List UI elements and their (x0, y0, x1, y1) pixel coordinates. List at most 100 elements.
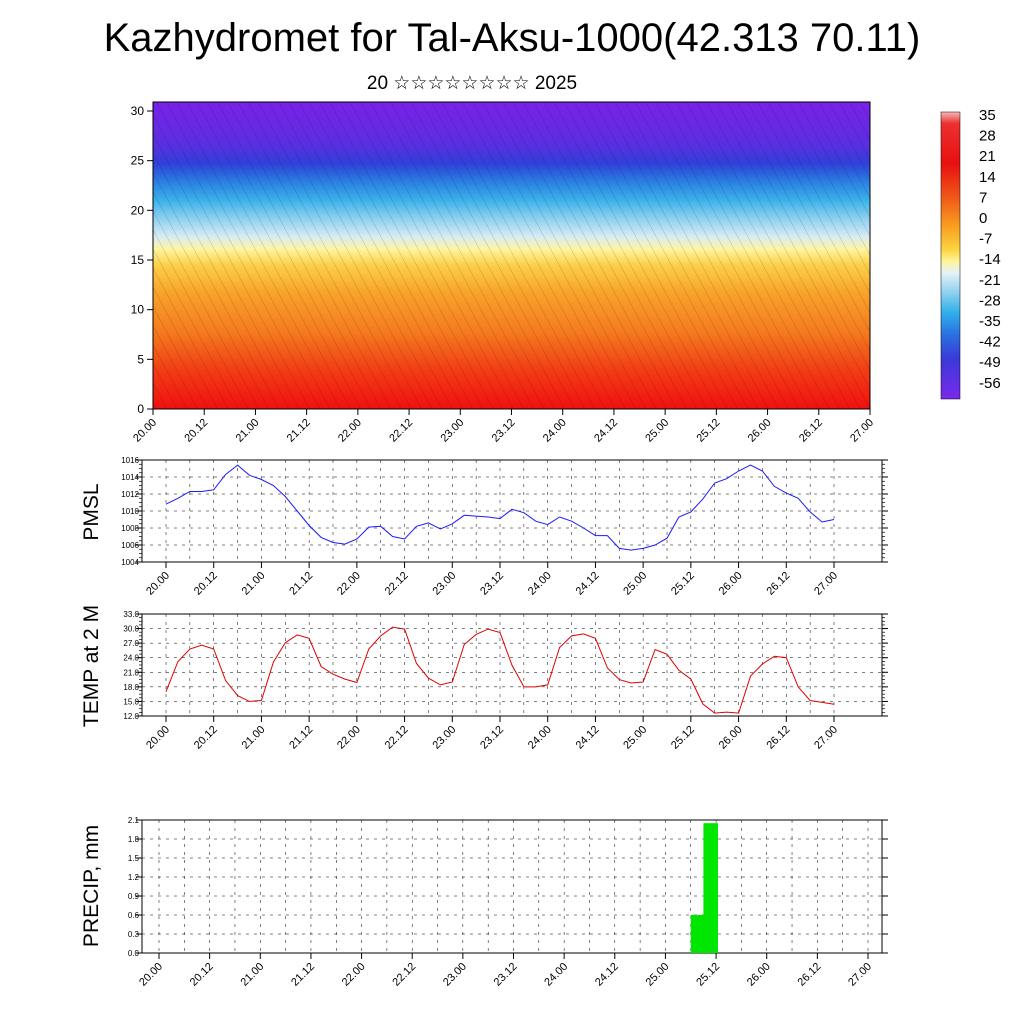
y-tick-label: 0.9 (128, 892, 140, 901)
y-tick-label: 0 (137, 402, 144, 416)
x-tick-label: 20.00 (137, 961, 165, 989)
x-tick-label: 23.12 (478, 724, 506, 752)
x-tick-label: 24.12 (592, 417, 620, 445)
y-tick-label: 18.0 (123, 683, 139, 692)
x-tick-label: 21.12 (287, 724, 315, 752)
y-tick-label: 1012 (121, 490, 139, 499)
y-tick-label: 15 (131, 253, 145, 267)
colorbar-label: 0 (979, 210, 987, 227)
y-tick-label: 1014 (121, 473, 139, 482)
y-tick-label: 30 (131, 104, 145, 118)
colorbar-labels: 35 28 21 14 7 0 -7 -14 -21 -28 -35 -42 -49 -56 (979, 107, 1001, 392)
x-tick-label: 25.12 (695, 417, 723, 445)
y-tick-label: 0.3 (128, 930, 140, 939)
precip-grid (142, 819, 882, 954)
y-tick-label: 1.2 (128, 873, 140, 882)
x-tick-label: 25.00 (621, 724, 649, 752)
temp-x-axis: 20.00 20.12 21.00 21.12 22.00 22.12 23.00 23.12… (144, 716, 840, 752)
x-tick-label: 21.00 (238, 961, 266, 989)
pmsl-series-line (165, 464, 835, 551)
x-tick-label: 20.12 (192, 724, 220, 752)
y-tick-label: 30.0 (123, 625, 139, 634)
x-tick-label: 21.00 (240, 724, 268, 752)
colorbar-label: -42 (979, 334, 1001, 351)
x-tick-label: 23.00 (438, 417, 466, 445)
colorbar-label: 7 (979, 189, 987, 206)
x-tick-label: 25.12 (669, 724, 697, 752)
x-tick-label: 20.00 (144, 724, 172, 752)
x-tick-label: 20.00 (144, 570, 172, 598)
x-tick-label: 24.12 (593, 961, 621, 989)
x-tick-label: 24.00 (542, 961, 570, 989)
x-tick-label: 23.12 (490, 417, 518, 445)
x-tick-label: 21.12 (287, 570, 315, 598)
x-tick-label: 25.00 (643, 417, 671, 445)
colorbar-gradient (940, 111, 961, 400)
y-tick-label: 21.0 (123, 668, 139, 677)
cross-section-y-axis: 30 25 20 15 10 5 0 (131, 104, 153, 416)
x-tick-label: 26.00 (717, 724, 745, 752)
x-tick-label: 27.00 (848, 417, 876, 445)
y-tick-label: 0.0 (128, 949, 140, 958)
colorbar-label: 14 (979, 169, 996, 186)
x-tick-label: 22.12 (390, 961, 418, 989)
pmsl-x-axis: 20.00 20.12 21.00 21.12 22.00 22.12 23.00 23.12… (144, 562, 840, 598)
colorbar-label: -7 (979, 231, 992, 248)
precip-frame (141, 819, 883, 954)
y-tick-label: 1008 (121, 524, 139, 533)
precip-axis-label: PRECIP, mm (80, 825, 103, 947)
precip-y-axis: 2.1 1.8 1.5 1.2 0.9 0.6 0.3 0.0 (128, 816, 888, 958)
x-tick-label: 27.00 (812, 724, 840, 752)
cross-section-x-axis: 20.00 20.12 21.00 21.12 22.00 22.12 23.00 23.12… (131, 409, 876, 445)
y-tick-label: 1010 (121, 507, 139, 516)
x-tick-label: 22.00 (336, 417, 364, 445)
x-tick-label: 26.00 (745, 961, 773, 989)
colorbar-label: -14 (979, 251, 1001, 268)
x-tick-label: 27.00 (812, 570, 840, 598)
pmsl-grid (142, 459, 882, 563)
x-tick-label: 26.00 (717, 570, 745, 598)
colorbar-label: -56 (979, 375, 1001, 392)
colorbar-label: 28 (979, 128, 996, 145)
x-tick-label: 26.12 (764, 570, 792, 598)
x-tick-label: 22.00 (335, 724, 363, 752)
temp-panel: 33.030.027.024.021.018.015.012.0 20.00 20… (80, 605, 888, 752)
x-tick-label: 24.00 (541, 417, 569, 445)
y-tick-label: 33.0 (123, 610, 139, 619)
x-tick-label: 21.12 (289, 961, 317, 989)
chart-title: Kazhydromet for Tal-Aksu-1000(42.313 70.… (103, 16, 921, 60)
x-tick-label: 22.12 (383, 724, 411, 752)
colorbar-label: 35 (979, 107, 996, 124)
y-tick-label: 15.0 (123, 697, 139, 706)
precip-bars (690, 823, 718, 953)
x-tick-label: 22.00 (335, 570, 363, 598)
x-tick-label: 24.00 (526, 570, 554, 598)
wind-barbs-field (153, 102, 870, 409)
x-tick-label: 21.12 (285, 417, 313, 445)
y-tick-label: 1.8 (128, 835, 140, 844)
precip-bar (703, 823, 718, 953)
y-tick-label: 0.6 (128, 911, 140, 920)
x-tick-label: 22.12 (383, 570, 411, 598)
chart-subtitle: 20 ☆☆☆☆☆☆☆☆ 2025 (366, 73, 578, 94)
x-tick-label: 23.12 (478, 570, 506, 598)
colorbar-label: -35 (979, 313, 1001, 330)
temp-series-line (165, 626, 835, 714)
y-tick-label: 5 (137, 352, 144, 366)
colorbar: 35 28 21 14 7 0 -7 -14 -21 -28 -35 -42 -49 -56 (940, 107, 1001, 400)
x-tick-label: 22.12 (387, 417, 415, 445)
x-tick-label: 25.12 (669, 570, 697, 598)
y-tick-label: 1004 (121, 558, 139, 567)
x-tick-label: 27.00 (846, 961, 874, 989)
x-tick-label: 26.12 (797, 417, 825, 445)
x-tick-label: 25.12 (694, 961, 722, 989)
x-tick-label: 25.00 (621, 570, 649, 598)
x-tick-label: 23.00 (430, 570, 458, 598)
x-tick-label: 20.12 (182, 417, 210, 445)
y-tick-label: 10 (131, 303, 145, 317)
x-tick-label: 24.12 (574, 570, 602, 598)
x-tick-label: 26.00 (746, 417, 774, 445)
x-tick-label: 24.12 (574, 724, 602, 752)
